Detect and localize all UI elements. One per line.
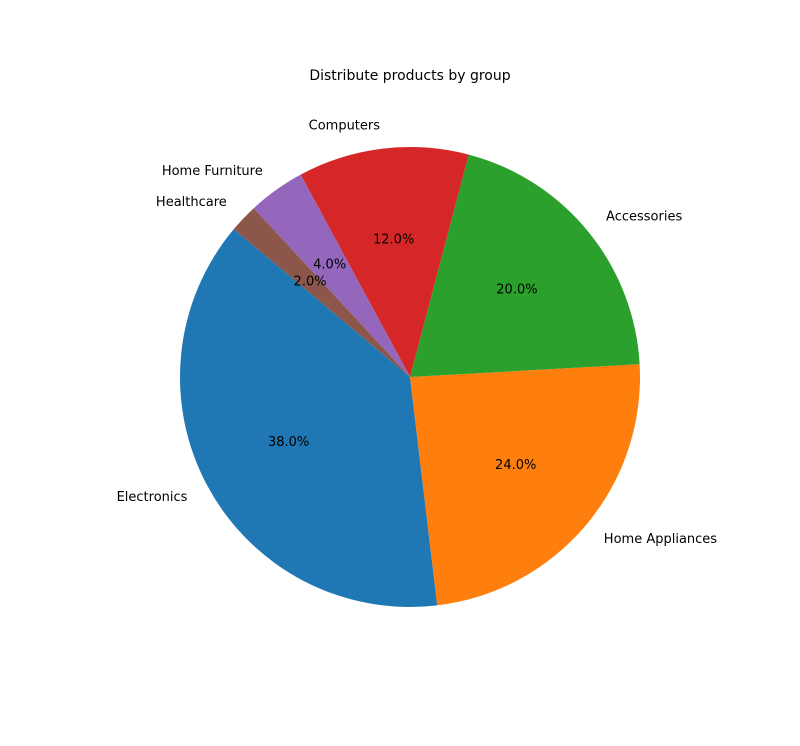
pie-slice-computers bbox=[300, 147, 469, 377]
slice-pct-computers: 12.0% bbox=[373, 232, 414, 247]
slice-pct-accessories: 20.0% bbox=[496, 282, 537, 297]
slice-label-home-appliances: Home Appliances bbox=[604, 532, 717, 547]
slice-pct-healthcare: 2.0% bbox=[294, 274, 327, 289]
pie-slice-home-appliances bbox=[410, 364, 640, 606]
slice-label-computers: Computers bbox=[309, 118, 381, 133]
slice-label-electronics: Electronics bbox=[117, 490, 188, 505]
pie-slice-home-furniture bbox=[253, 174, 410, 377]
slice-label-healthcare: Healthcare bbox=[156, 195, 227, 210]
chart-title: Distribute products by group bbox=[309, 68, 510, 84]
pie-slice-electronics bbox=[180, 229, 438, 607]
slice-pct-home-appliances: 24.0% bbox=[495, 458, 536, 473]
pie-slice-healthcare bbox=[233, 208, 410, 377]
pie-labels: Electronics 38.0% Home Appliances 24.0% Acce… bbox=[117, 118, 718, 547]
pie-slice-accessories bbox=[410, 154, 640, 377]
slice-pct-home-furniture: 4.0% bbox=[313, 257, 346, 272]
slice-label-home-furniture: Home Furniture bbox=[162, 164, 263, 179]
slice-pct-electronics: 38.0% bbox=[268, 435, 309, 450]
pie-slices bbox=[180, 147, 640, 607]
slice-label-accessories: Accessories bbox=[606, 210, 682, 225]
